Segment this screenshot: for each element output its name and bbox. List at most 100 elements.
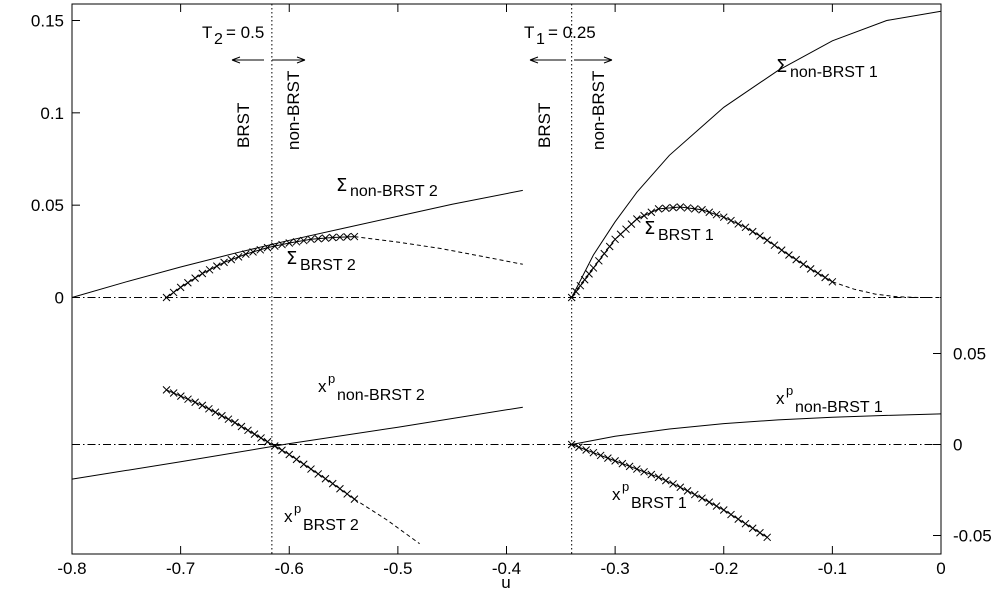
data-point-cross bbox=[211, 408, 220, 417]
data-point-cross bbox=[343, 490, 352, 498]
data-point-cross bbox=[756, 232, 764, 240]
data-point-cross bbox=[712, 210, 721, 219]
series-xpbrst-2-dashed bbox=[354, 498, 420, 545]
data-point-cross bbox=[596, 451, 605, 460]
data-point-cross bbox=[336, 233, 344, 242]
data-point-cross bbox=[278, 240, 286, 249]
data-point-cross bbox=[582, 446, 591, 454]
data-point-cross bbox=[828, 277, 837, 286]
data-point-cross bbox=[198, 401, 207, 410]
data-point-cross bbox=[585, 270, 593, 278]
data-point-cross bbox=[176, 392, 185, 400]
label-sigma-brst-2: Σ BRST 2 bbox=[286, 248, 356, 274]
data-point-cross bbox=[640, 467, 648, 476]
y-tick-label-right: 0 bbox=[953, 436, 962, 455]
data-point-cross bbox=[669, 480, 677, 488]
data-point-cross bbox=[821, 273, 829, 282]
series--brst-2 bbox=[162, 232, 359, 302]
svg-text:x: x bbox=[612, 485, 621, 504]
data-point-cross bbox=[647, 208, 656, 217]
x-tick-label: -0.8 bbox=[57, 559, 86, 578]
x-tick-label: -0.4 bbox=[492, 559, 521, 578]
t1-subscript: 1 bbox=[536, 31, 545, 48]
data-point-cross bbox=[727, 510, 735, 519]
data-point-cross bbox=[625, 462, 634, 471]
data-point-cross bbox=[576, 281, 585, 290]
x-tick-label: -0.2 bbox=[709, 559, 738, 578]
data-point-cross bbox=[567, 293, 576, 302]
svg-text:non-BRST 2: non-BRST 2 bbox=[350, 183, 438, 200]
series-line bbox=[166, 236, 355, 298]
label-sigma-brst-1: Σ BRST 1 bbox=[644, 218, 714, 244]
region-label-nonbrst-t2: non-BRST bbox=[284, 71, 303, 150]
series--non-brst-2 bbox=[71, 189, 523, 298]
svg-text:Σ: Σ bbox=[286, 248, 297, 269]
t2-subscript: 2 bbox=[214, 31, 223, 48]
label-xp-brst-1: x p BRST 1 bbox=[612, 479, 687, 512]
data-point-cross bbox=[719, 213, 728, 222]
t2-value: = 0.5 bbox=[226, 23, 264, 42]
data-point-cross bbox=[307, 465, 315, 473]
series-group bbox=[71, 10, 942, 545]
data-point-cross bbox=[299, 460, 308, 469]
data-point-cross bbox=[263, 243, 272, 252]
data-point-cross bbox=[748, 524, 757, 533]
data-point-cross bbox=[205, 404, 213, 413]
svg-text:x: x bbox=[776, 389, 785, 408]
data-point-cross bbox=[343, 233, 352, 241]
data-point-cross bbox=[321, 474, 330, 483]
data-point-cross bbox=[205, 265, 214, 274]
data-point-cross bbox=[705, 498, 714, 506]
label-xp-brst-2: x p BRST 2 bbox=[284, 501, 359, 534]
data-point-cross bbox=[285, 239, 294, 247]
region-label-brst-t1: BRST bbox=[535, 103, 554, 148]
data-point-cross bbox=[690, 490, 699, 499]
t1-value: = 0.25 bbox=[548, 23, 596, 42]
data-point-cross bbox=[770, 241, 779, 250]
series--brst-2-dashed bbox=[354, 236, 523, 265]
series-xpnon-brst-2 bbox=[71, 406, 523, 480]
svg-text:p: p bbox=[328, 371, 335, 386]
data-point-cross bbox=[162, 386, 171, 394]
region-arrows bbox=[231, 56, 613, 64]
temperature-label-t1: T 1 = 0.25 bbox=[524, 23, 596, 48]
data-point-cross bbox=[690, 205, 699, 213]
data-point-cross bbox=[589, 264, 598, 272]
x-axis-label: u bbox=[501, 573, 510, 592]
svg-text:BRST 2: BRST 2 bbox=[303, 517, 359, 534]
svg-text:non-BRST 1: non-BRST 1 bbox=[790, 64, 878, 81]
data-point-cross bbox=[777, 246, 786, 254]
data-point-cross bbox=[198, 269, 207, 278]
region-label-brst-t2: BRST bbox=[234, 103, 253, 148]
data-point-cross bbox=[661, 476, 670, 485]
data-point-cross bbox=[611, 457, 619, 465]
arrow-left-t1 bbox=[529, 56, 566, 64]
t2-symbol: T bbox=[202, 23, 212, 42]
data-point-cross bbox=[256, 245, 265, 254]
x-tick-label: -0.3 bbox=[600, 559, 629, 578]
data-point-cross bbox=[224, 415, 233, 424]
svg-text:x: x bbox=[284, 507, 293, 526]
series--non-brst-1 bbox=[571, 10, 942, 298]
axis-ticks: -0.8 -0.7 -0.6 -0.5 -0.4 -0.3 -0.2 -0.1 0 0 0.05 0.… bbox=[31, 4, 992, 578]
data-point-cross bbox=[220, 258, 228, 267]
svg-text:Σ: Σ bbox=[336, 175, 347, 196]
data-point-cross bbox=[292, 455, 301, 464]
data-point-cross bbox=[292, 237, 301, 246]
data-point-cross bbox=[321, 234, 330, 242]
svg-text:BRST 1: BRST 1 bbox=[631, 495, 687, 512]
series-line bbox=[571, 444, 768, 538]
data-point-cross bbox=[654, 205, 663, 213]
label-xp-nonbrst-2: x p non-BRST 2 bbox=[318, 371, 425, 404]
data-point-cross bbox=[212, 262, 221, 270]
data-point-cross bbox=[719, 506, 728, 514]
svg-text:BRST 2: BRST 2 bbox=[300, 257, 356, 274]
series-xpnon-brst-1 bbox=[571, 413, 942, 445]
y-tick-label-left: 0 bbox=[55, 289, 64, 308]
data-point-cross bbox=[806, 265, 815, 273]
y-tick-label-left: 0.05 bbox=[31, 196, 64, 215]
data-point-cross bbox=[191, 274, 199, 282]
data-point-cross bbox=[244, 426, 252, 435]
svg-text:x: x bbox=[318, 377, 327, 396]
